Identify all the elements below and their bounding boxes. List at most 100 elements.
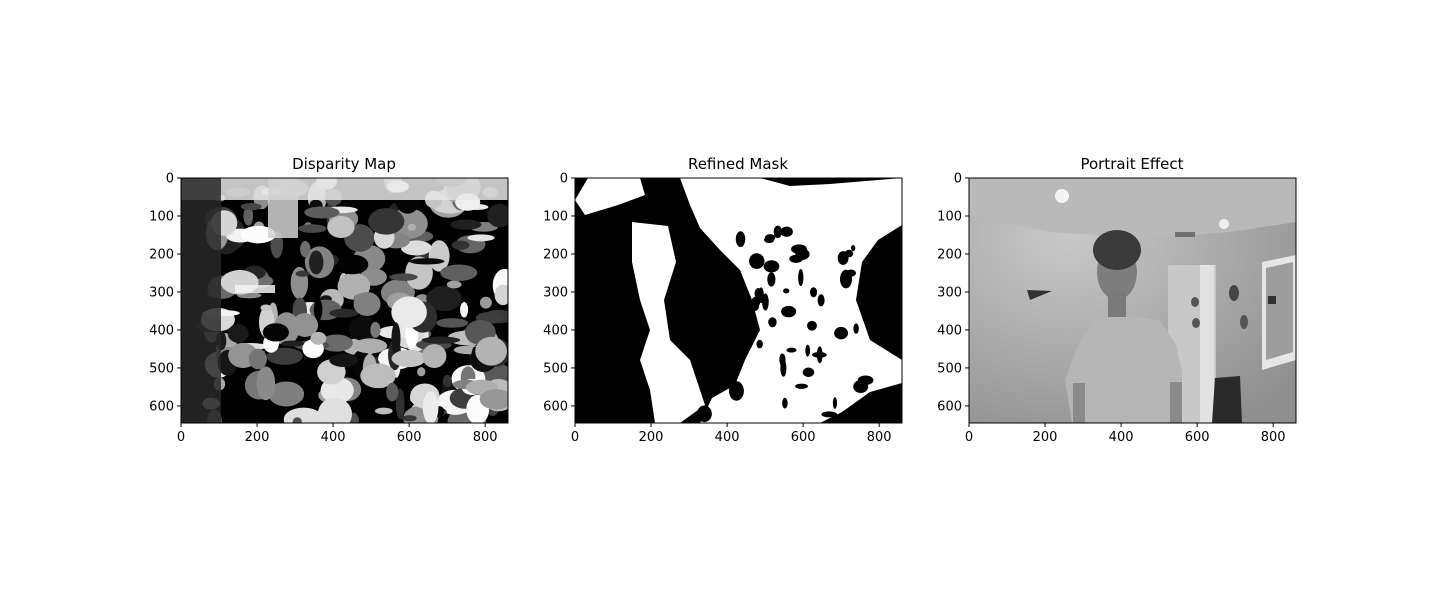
mask-image xyxy=(575,178,902,423)
disparity-blob xyxy=(374,407,393,415)
disparity-blob xyxy=(256,366,276,401)
disparity-blob xyxy=(292,417,302,423)
disparity-region xyxy=(181,178,221,423)
mask-hole xyxy=(850,244,856,252)
disparity-blob xyxy=(389,273,418,281)
disparity-blob xyxy=(327,215,355,239)
disparity-blob xyxy=(436,318,469,328)
disparity-region xyxy=(181,178,508,200)
mask-hole xyxy=(751,296,761,308)
x-tick-label: 0 xyxy=(965,430,973,445)
x-tick-label: 800 xyxy=(473,430,498,445)
mask-hole xyxy=(773,225,782,239)
mask-hole xyxy=(878,280,893,299)
x-tick-label: 600 xyxy=(1185,430,1210,445)
disparity-blob xyxy=(407,223,416,231)
panel-title-portrait: Portrait Effect xyxy=(1080,155,1183,173)
y-tick-label: 0 xyxy=(560,172,568,187)
mask-hole xyxy=(767,272,776,287)
mask-hole xyxy=(728,381,744,401)
mask-hole xyxy=(706,358,714,373)
panel-disparity-map: Disparity Map 0 200 400 600 800 0 100 200 300 400… xyxy=(149,155,509,445)
y-tick-label: 200 xyxy=(937,247,962,262)
y-tick-label: 600 xyxy=(149,399,174,414)
mask-hole xyxy=(873,318,883,324)
x-tick-label: 400 xyxy=(321,430,346,445)
disparity-blob xyxy=(348,315,379,342)
disparity-blob xyxy=(442,374,453,388)
disparity-blob xyxy=(329,308,359,318)
y-tick-label: 200 xyxy=(543,247,568,262)
mask-hole xyxy=(810,287,818,298)
x-tick-label: 800 xyxy=(867,430,892,445)
disparity-blob xyxy=(479,296,492,309)
disparity-blob xyxy=(446,280,462,289)
mask-hole xyxy=(867,309,875,318)
mask-hole xyxy=(756,339,763,349)
mask-hole xyxy=(781,305,797,318)
disparity-blob xyxy=(422,391,439,423)
panel-title-mask: Refined Mask xyxy=(688,155,788,173)
mask-hole xyxy=(789,254,803,263)
mask-hole xyxy=(832,397,838,409)
disparity-blob xyxy=(451,240,470,250)
y-tick-label: 0 xyxy=(166,172,174,187)
mask-hole xyxy=(881,260,894,273)
disparity-blob xyxy=(310,331,327,345)
disparity-blob xyxy=(391,296,427,329)
disparity-blob xyxy=(329,353,359,368)
y-tick-label: 400 xyxy=(543,323,568,338)
disparity-blob xyxy=(460,301,469,318)
y-tick-label: 300 xyxy=(543,285,568,300)
disparity-blob xyxy=(370,321,381,338)
disparity-blob xyxy=(395,388,405,420)
disparity-region xyxy=(268,178,298,238)
mask-hole xyxy=(795,383,808,389)
y-tick-label: 300 xyxy=(937,285,962,300)
y-tick-label: 500 xyxy=(937,361,962,376)
disparity-region xyxy=(235,285,275,293)
disparity-blob xyxy=(298,224,327,233)
mask-hole xyxy=(805,344,811,357)
y-tick-label: 100 xyxy=(543,209,568,224)
disparity-blob xyxy=(417,367,426,377)
mask-hole xyxy=(834,326,849,340)
disparity-blob xyxy=(391,349,427,368)
mask-hole xyxy=(768,317,777,328)
disparity-blob xyxy=(440,264,478,281)
disparity-blob xyxy=(313,298,323,321)
y-tick-label: 400 xyxy=(149,323,174,338)
y-tick-label: 0 xyxy=(954,172,962,187)
disparity-blob xyxy=(426,286,462,312)
disparity-blob xyxy=(317,397,353,423)
axes-frame-disparity xyxy=(180,177,509,424)
disparity-blob xyxy=(494,284,508,306)
x-tick-label: 200 xyxy=(639,430,664,445)
mask-hole xyxy=(762,293,769,311)
x-tick-label: 600 xyxy=(791,430,816,445)
disparity-blob xyxy=(400,240,432,256)
mask-hole xyxy=(720,377,729,383)
axes-frame-portrait xyxy=(968,177,1297,424)
mask-hole xyxy=(817,294,825,307)
disparity-blob xyxy=(309,250,324,275)
mask-hole xyxy=(783,288,790,294)
disparity-blob xyxy=(467,234,495,242)
mask-hole xyxy=(780,226,793,237)
mask-hole xyxy=(786,347,797,353)
disparity-blob xyxy=(353,292,381,316)
mask-hole xyxy=(791,244,807,254)
portrait-image xyxy=(969,178,1296,423)
panel-title-disparity: Disparity Map xyxy=(292,155,396,173)
mask-hole xyxy=(734,287,748,298)
mask-hole xyxy=(853,380,869,393)
disparity-blob xyxy=(402,415,417,422)
x-tick-label: 600 xyxy=(397,430,422,445)
mask-hole xyxy=(802,367,815,378)
disparity-blob xyxy=(266,347,303,365)
x-tick-label: 200 xyxy=(245,430,270,445)
x-tick-label: 400 xyxy=(1109,430,1134,445)
x-tick-label: 0 xyxy=(571,430,579,445)
disparity-blob xyxy=(283,407,324,423)
